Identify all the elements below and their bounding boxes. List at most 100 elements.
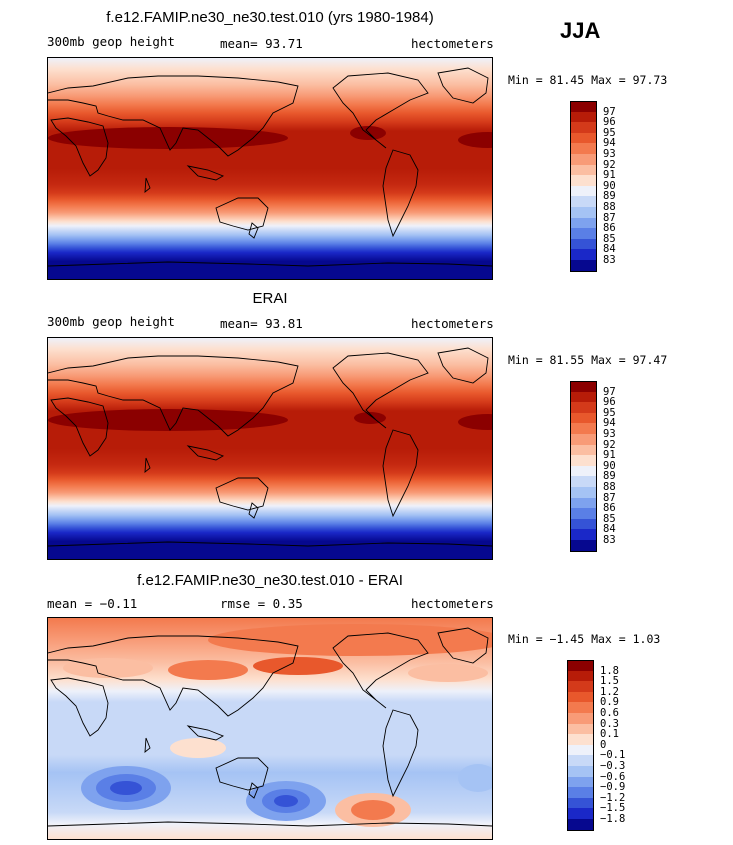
colorbar-level-label: 87 bbox=[603, 491, 616, 504]
colorbar-swatch bbox=[570, 434, 597, 446]
colorbar-swatch bbox=[570, 391, 597, 403]
colorbar-swatch bbox=[570, 444, 597, 456]
colorbar-swatch bbox=[567, 755, 594, 767]
panel-1-mean: mean= 93.71 bbox=[220, 36, 303, 51]
colorbar-level-label: −0.1 bbox=[600, 749, 626, 762]
panel-3-minmax: Min = −1.45 Max = 1.03 bbox=[508, 632, 661, 646]
colorbar-level-label: 88 bbox=[603, 201, 616, 213]
colorbar-swatch bbox=[570, 122, 597, 134]
panel-1-max-patch bbox=[350, 126, 386, 140]
colorbar-level-label: 0.6 bbox=[600, 707, 619, 719]
colorbar-level-label: 92 bbox=[603, 158, 616, 171]
colorbar-level-label: 86 bbox=[603, 222, 616, 235]
colorbar-level-label: 0 bbox=[600, 738, 607, 751]
panel-3-mid-positive-3 bbox=[63, 658, 153, 678]
panel-1-units: hectometers bbox=[411, 36, 494, 51]
panel-1-minmax: Min = 81.45 Max = 97.73 bbox=[508, 73, 668, 87]
colorbar-level-label: 94 bbox=[603, 137, 616, 150]
panel-2-mean: mean= 93.81 bbox=[220, 316, 303, 331]
panel-2-max-band-west bbox=[48, 409, 288, 431]
colorbar-level-label: 83 bbox=[603, 254, 616, 266]
colorbar-swatch bbox=[570, 175, 597, 187]
colorbar-level-label: 95 bbox=[603, 406, 616, 419]
colorbar-level-label: 87 bbox=[603, 211, 616, 224]
colorbar-swatch bbox=[570, 111, 597, 123]
colorbar-swatch bbox=[570, 238, 597, 250]
colorbar-swatch bbox=[567, 723, 594, 735]
colorbar-swatch bbox=[570, 228, 597, 240]
colorbar-swatch bbox=[570, 217, 597, 229]
colorbar-level-label: 94 bbox=[603, 417, 616, 430]
panel-2-field bbox=[48, 338, 492, 559]
colorbar-level-label: 97 bbox=[603, 105, 616, 118]
colorbar-level-label: 83 bbox=[603, 534, 616, 546]
panel-1-field bbox=[48, 58, 492, 279]
colorbar-swatch bbox=[570, 196, 597, 208]
colorbar-level-label: 93 bbox=[603, 428, 616, 440]
colorbar-swatch bbox=[570, 143, 597, 155]
colorbar-level-label: −1.8 bbox=[600, 813, 626, 825]
panel-1-variable: 300mb geop height bbox=[47, 34, 175, 49]
colorbar-swatch bbox=[567, 691, 594, 703]
panel-3-mid-positive-1 bbox=[253, 657, 343, 675]
panel-3-s-pacific-negative-inner bbox=[274, 795, 298, 807]
panel-3-title: f.e12.FAMIP.ne30_ne30.test.010 - ERAI bbox=[137, 572, 403, 589]
colorbar-swatch bbox=[567, 670, 594, 682]
colorbar-swatch bbox=[570, 132, 597, 144]
colorbar-swatch bbox=[570, 249, 597, 261]
colorbar-level-label: −1.2 bbox=[600, 791, 626, 804]
colorbar-level-label: 91 bbox=[603, 449, 616, 462]
panel-3-sw-atlantic-negative bbox=[458, 764, 492, 792]
colorbar-swatch bbox=[570, 207, 597, 219]
colorbar-level-label: 97 bbox=[603, 385, 616, 398]
colorbar-level-label: 1.8 bbox=[600, 664, 619, 677]
panel-3-rmse: rmse = 0.35 bbox=[220, 596, 303, 611]
colorbar-swatch bbox=[567, 734, 594, 746]
panel-2-map bbox=[47, 337, 493, 560]
panel-1-colorbar: 97 96 95 94 93 92 91 90 89 88 87 86 85 84 83 bbox=[570, 101, 640, 273]
colorbar-swatch bbox=[570, 185, 597, 197]
season-label: JJA bbox=[560, 18, 601, 43]
colorbar-level-label: 84 bbox=[603, 523, 616, 536]
panel-3-field bbox=[48, 618, 492, 839]
panel-3-map bbox=[47, 617, 493, 840]
panel-2-variable: 300mb geop height bbox=[47, 314, 175, 329]
colorbar-swatch bbox=[570, 529, 597, 541]
colorbar-swatch bbox=[570, 476, 597, 488]
colorbar-swatch bbox=[567, 787, 594, 799]
colorbar-swatch bbox=[570, 423, 597, 435]
panel-3-s-indian-negative-inner bbox=[110, 781, 142, 795]
colorbar-level-label: 93 bbox=[603, 148, 616, 160]
colorbar-level-label: −0.9 bbox=[600, 781, 626, 794]
colorbar-level-label: 84 bbox=[603, 243, 616, 256]
colorbar-level-label: 0.1 bbox=[600, 728, 619, 741]
colorbar-swatch bbox=[567, 713, 594, 725]
colorbar-swatch bbox=[567, 702, 594, 714]
panel-3-nh-positive bbox=[208, 624, 492, 656]
colorbar-level-label: 0.9 bbox=[600, 696, 619, 709]
colorbar-swatch bbox=[570, 101, 597, 113]
panel-1-map bbox=[47, 57, 493, 280]
colorbar-level-label: 88 bbox=[603, 481, 616, 493]
colorbar-level-label: 90 bbox=[603, 459, 616, 472]
panel-2-max-patch bbox=[354, 412, 386, 424]
panel-3-colorbar: 1.8 1.5 1.2 0.9 0.6 0.3 0.1 0 −0.1 −0.3 −0.6 −0.9 −1… bbox=[567, 660, 642, 832]
colorbar-level-label: 85 bbox=[603, 512, 616, 525]
colorbar-swatch bbox=[570, 455, 597, 467]
colorbar-swatch bbox=[570, 508, 597, 520]
colorbar-swatch bbox=[567, 808, 594, 820]
colorbar-level-label: −1.5 bbox=[600, 802, 626, 815]
panel-2-max-band-east bbox=[458, 414, 492, 430]
colorbar-swatch bbox=[570, 164, 597, 176]
colorbar-level-label: 96 bbox=[603, 396, 616, 409]
colorbar-level-label: 96 bbox=[603, 116, 616, 129]
colorbar-level-label: −0.6 bbox=[600, 770, 626, 783]
panel-2-minmax: Min = 81.55 Max = 97.47 bbox=[508, 353, 668, 367]
colorbar-level-label: 1.5 bbox=[600, 675, 619, 688]
colorbar-swatch bbox=[567, 776, 594, 788]
colorbar-swatch bbox=[567, 744, 594, 756]
colorbar-swatch bbox=[570, 381, 597, 393]
colorbar-swatch bbox=[567, 797, 594, 809]
colorbar-swatch bbox=[567, 681, 594, 693]
colorbar-level-label: 86 bbox=[603, 502, 616, 515]
